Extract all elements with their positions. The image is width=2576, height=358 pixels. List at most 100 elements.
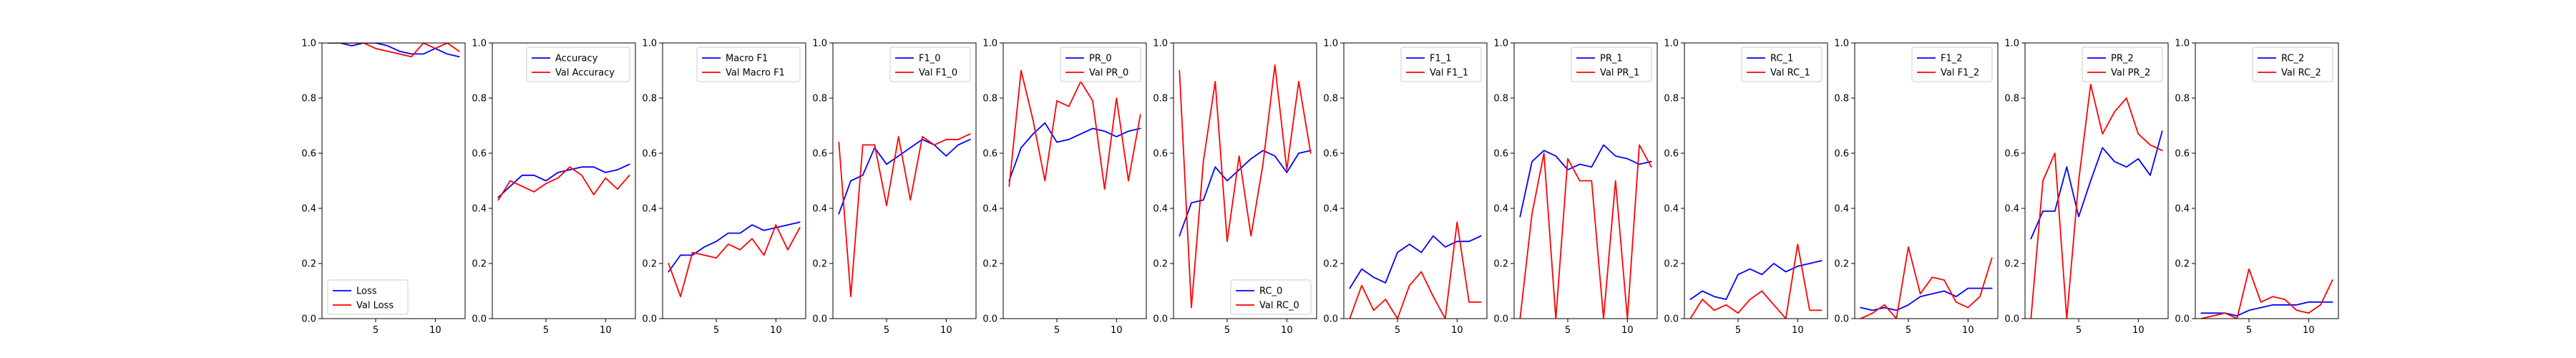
- x-tick-label: 10: [600, 325, 612, 336]
- legend-frame: [2252, 47, 2333, 82]
- legend-label: Val PR_0: [1089, 68, 1128, 79]
- legend: RC_2 Val RC_2: [2252, 47, 2333, 82]
- x-tick-label: 5: [884, 325, 889, 336]
- legend-label: Val RC_1: [1770, 68, 1810, 79]
- y-tick-label: 1.0: [2175, 39, 2190, 49]
- legend: Accuracy Val Accuracy: [526, 47, 630, 82]
- legend-frame: [696, 47, 801, 82]
- y-tick-label: 0.2: [642, 259, 657, 270]
- x-tick-label: 10: [2303, 325, 2315, 336]
- legend-label: PR_2: [2111, 54, 2134, 64]
- y-tick-label: 1.0: [982, 39, 997, 49]
- subplot-12: 0.0 0.2 0.4 0.6 0.8 1.0 5 10 RC_2 Val RC_2: [2175, 39, 2339, 336]
- legend-label: RC_2: [2281, 54, 2304, 64]
- x-tick-label: 5: [2246, 325, 2252, 336]
- y-tick-label: 0.8: [1834, 94, 1849, 105]
- y-tick-label: 0.8: [472, 94, 487, 105]
- y-tick-label: 0.4: [982, 204, 997, 215]
- series-line-train: [1689, 260, 1823, 301]
- y-tick-label: 0.4: [472, 204, 487, 215]
- x-tick-label: 5: [1224, 325, 1230, 336]
- series-group: [497, 163, 630, 201]
- x-tick-label: 5: [1565, 325, 1571, 336]
- x-tick-label: 10: [1962, 325, 1974, 336]
- y-tick-label: 0.0: [982, 314, 997, 325]
- legend-label: PR_1: [1600, 54, 1623, 64]
- legend: F1_0 Val F1_0: [889, 47, 971, 82]
- y-tick-label: 0.2: [2175, 259, 2190, 270]
- y-tick-label: 0.4: [1153, 204, 1168, 215]
- legend-frame: [327, 279, 409, 315]
- y-tick-label: 0.2: [1153, 259, 1168, 270]
- x-tick-label: 5: [1395, 325, 1400, 336]
- series-line-val: [2030, 83, 2163, 319]
- x-tick-label: 5: [1054, 325, 1060, 336]
- legend-frame: [889, 47, 971, 82]
- legend: PR_1 Val PR_1: [1571, 47, 1652, 82]
- y-tick-label: 0.2: [2004, 259, 2019, 270]
- y-tick-label: 0.6: [2004, 149, 2019, 160]
- y-tick-label: 0.0: [1493, 314, 1508, 325]
- series-line-train: [1860, 287, 1993, 311]
- legend: PR_2 Val PR_2: [2082, 47, 2163, 82]
- subplot-10: 0.0 0.2 0.4 0.6 0.8 1.0 5 10 F1_2 Val F1_2: [1834, 39, 1999, 336]
- axes-frame: [2195, 42, 2339, 319]
- legend-label: Val RC_2: [2281, 68, 2321, 79]
- legend-label: F1_2: [1941, 54, 1963, 64]
- x-tick-label: 10: [429, 325, 441, 336]
- y-tick-label: 0.2: [1323, 259, 1338, 270]
- legend-frame: [1741, 47, 1823, 82]
- series-line-train: [2030, 130, 2163, 240]
- series-line-val: [838, 133, 971, 298]
- series-group: [1349, 221, 1482, 319]
- y-tick-label: 1.0: [301, 39, 316, 49]
- legend-frame: [1400, 47, 1482, 82]
- legend-label: Val PR_1: [1600, 68, 1639, 79]
- y-tick-label: 0.0: [2004, 314, 2019, 325]
- y-tick-label: 0.6: [301, 149, 316, 160]
- legend-label: Loss: [356, 286, 377, 297]
- axes-frame: [492, 42, 636, 319]
- legend-label: Val F1_2: [1941, 68, 1979, 79]
- y-tick-label: 1.0: [1493, 39, 1508, 49]
- subplot-6: 0.0 0.2 0.4 0.6 0.8 1.0 5 10 RC_0 Val RC_0: [1153, 39, 1317, 336]
- x-tick-label: 10: [770, 325, 782, 336]
- x-tick-label: 5: [2076, 325, 2082, 336]
- legend: F1_1 Val F1_1: [1400, 47, 1482, 82]
- legend-label: F1_1: [1430, 54, 1452, 64]
- subplot-2: 0.0 0.2 0.4 0.6 0.8 1.0 5 10 Accuracy Val Accurac…: [472, 39, 636, 336]
- legend-label: RC_0: [1259, 286, 1282, 297]
- series-line-train: [1008, 122, 1141, 182]
- y-tick-label: 0.6: [982, 149, 997, 160]
- y-tick-label: 0.0: [301, 314, 316, 325]
- y-tick-label: 0.6: [2175, 149, 2190, 160]
- x-tick-label: 5: [713, 325, 719, 336]
- y-tick-label: 0.0: [1834, 314, 1849, 325]
- legend-label: Val F1_0: [919, 68, 957, 79]
- y-tick-label: 0.0: [2175, 314, 2190, 325]
- y-tick-label: 0.2: [301, 259, 316, 270]
- y-tick-label: 0.2: [472, 259, 487, 270]
- axes-frame: [1173, 42, 1317, 319]
- y-tick-label: 0.4: [301, 204, 316, 215]
- legend-label: F1_0: [919, 54, 941, 64]
- y-tick-label: 0.0: [1153, 314, 1168, 325]
- series-group: [2030, 83, 2163, 319]
- subplot-7: 0.0 0.2 0.4 0.6 0.8 1.0 5 10 F1_1 Val F1_1: [1323, 39, 1488, 336]
- y-tick-label: 0.6: [1493, 149, 1508, 160]
- y-tick-label: 1.0: [1153, 39, 1168, 49]
- x-tick-label: 5: [1735, 325, 1741, 336]
- legend-label: Val Accuracy: [555, 68, 615, 79]
- series-line-val: [1008, 69, 1141, 190]
- series-line-train: [497, 163, 630, 198]
- series-line-val: [1689, 243, 1823, 319]
- legend-label: Val PR_2: [2111, 68, 2150, 79]
- y-tick-label: 0.8: [2004, 94, 2019, 105]
- series-line-val: [1179, 64, 1312, 309]
- x-tick-label: 10: [1111, 325, 1123, 336]
- x-tick-label: 10: [940, 325, 952, 336]
- y-tick-label: 0.6: [1153, 149, 1168, 160]
- legend-label: Val RC_0: [1259, 301, 1299, 311]
- y-tick-label: 0.4: [1834, 204, 1849, 215]
